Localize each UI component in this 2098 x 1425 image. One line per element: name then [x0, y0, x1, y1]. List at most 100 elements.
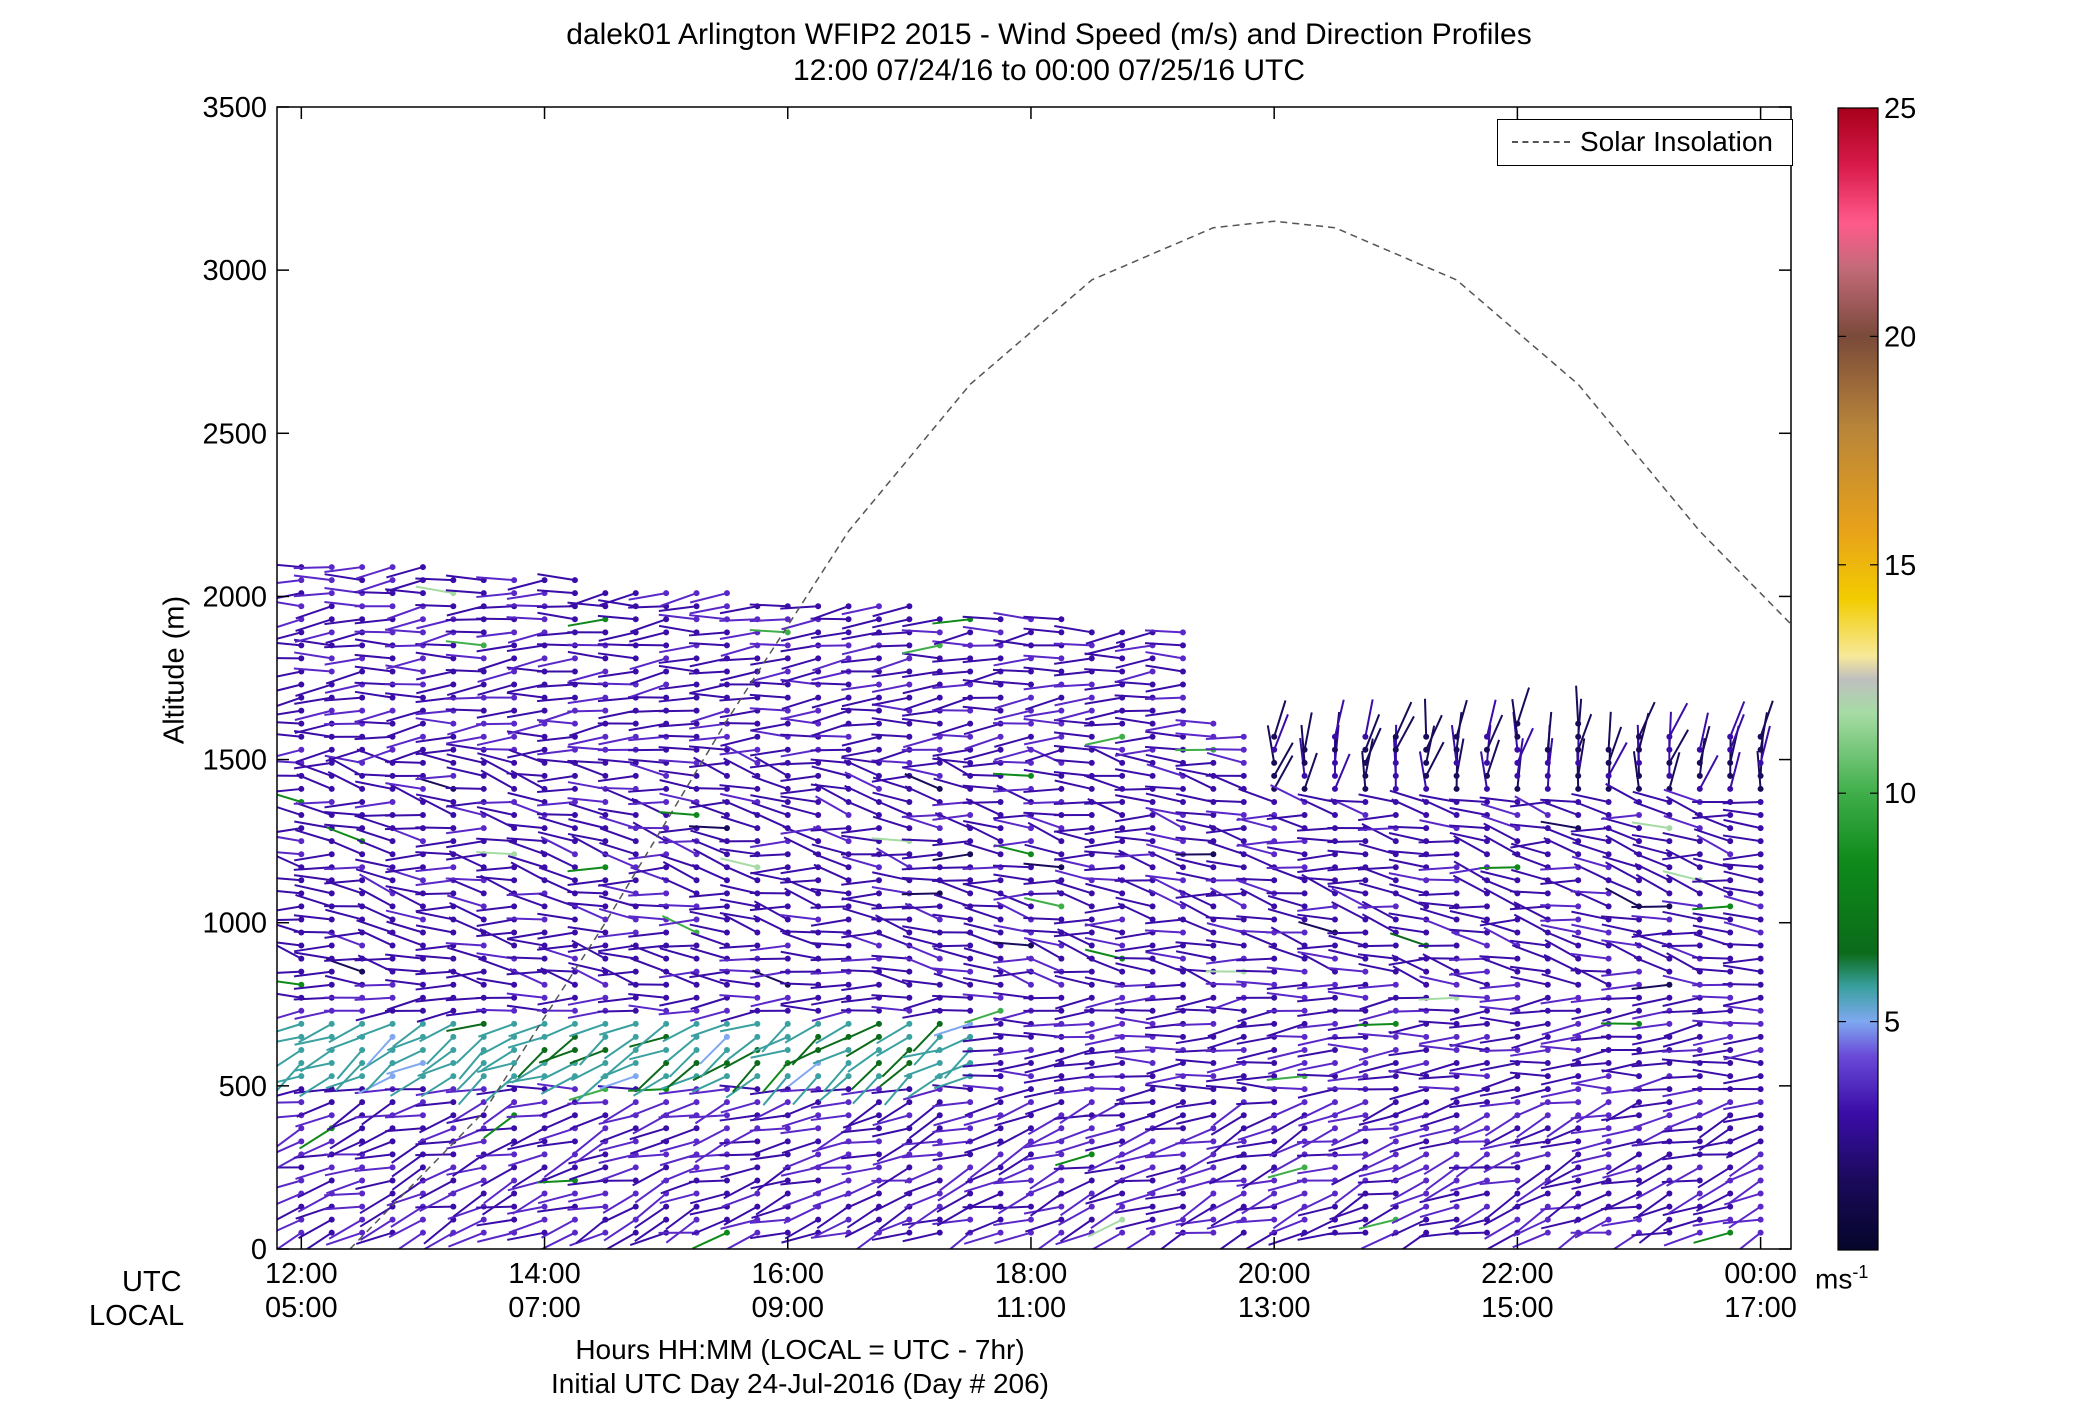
wind-barb: [1692, 967, 1731, 973]
wind-barb-dot: [784, 642, 791, 649]
y-tick-label: 0: [251, 1234, 267, 1266]
wind-barb: [1633, 852, 1670, 869]
wind-barb: [415, 826, 454, 830]
wind-barb: [1602, 816, 1640, 830]
wind-barb-dot: [997, 812, 1004, 819]
wind-barb: [295, 618, 333, 632]
wind-barb-dot: [1423, 759, 1430, 766]
wind-barb: [815, 795, 850, 816]
wind-barb: [694, 1140, 728, 1164]
wind-barb: [1451, 931, 1488, 947]
wind-barb: [326, 1035, 363, 1052]
wind-barb: [1662, 996, 1701, 1007]
wind-barb-dot: [1301, 968, 1308, 975]
wind-barb: [415, 1153, 454, 1157]
wind-barb: [277, 563, 302, 569]
wind-barb: [1269, 1101, 1305, 1119]
wind-barb-dot: [1088, 916, 1095, 923]
wind-barb-dot: [1757, 772, 1764, 779]
wind-barb: [699, 1036, 728, 1065]
wind-barb: [599, 1075, 637, 1090]
wind-barb: [356, 839, 393, 856]
wind-barb: [722, 864, 758, 882]
wind-barb-dot: [997, 629, 1004, 636]
wind-barb-dot: [1757, 864, 1764, 871]
wind-barb: [482, 1101, 515, 1126]
wind-barb: [1698, 1114, 1731, 1139]
wind-barb: [1391, 798, 1427, 816]
wind-barb: [1023, 996, 1062, 1000]
wind-barb-dot: [906, 1086, 913, 1093]
wind-barb: [1023, 892, 1062, 896]
wind-barb: [962, 761, 1001, 768]
wind-barb: [1238, 930, 1275, 947]
wind-barb: [506, 644, 545, 653]
wind-barb: [568, 1088, 606, 1101]
wind-barb: [568, 802, 606, 816]
wind-barb-dot: [541, 772, 548, 779]
wind-barb-dot: [1027, 1203, 1034, 1210]
wind-barb: [1206, 1075, 1244, 1083]
wind-barb-dot: [1119, 1020, 1126, 1027]
wind-barb-dot: [632, 1007, 639, 1014]
wind-barb-dot: [632, 1033, 639, 1040]
wind-barb: [689, 761, 728, 769]
wind-barb: [1697, 1166, 1731, 1189]
wind-barb: [384, 644, 423, 648]
wind-barb: [539, 1166, 576, 1183]
wind-barb-dot: [1757, 759, 1764, 766]
wind-barb: [598, 908, 637, 921]
wind-barb: [1480, 802, 1518, 816]
wind-barb: [1088, 1179, 1123, 1201]
wind-barb-dot: [419, 812, 426, 819]
wind-barb: [597, 786, 636, 790]
wind-barb-dot: [298, 1138, 305, 1145]
wind-barb-dot: [1453, 864, 1460, 871]
wind-barb-dot: [511, 1020, 518, 1027]
wind-barb-dot: [1605, 1073, 1612, 1080]
wind-barb-dot: [784, 1033, 791, 1040]
wind-barb-dot: [1605, 759, 1612, 766]
wind-barb-dot: [815, 1112, 822, 1119]
wind-barb-dot: [967, 981, 974, 988]
legend-solar-label: Solar Insolation: [1580, 126, 1774, 157]
wind-barb: [415, 879, 454, 887]
wind-barb-dot: [571, 877, 578, 884]
wind-barb: [1205, 810, 1244, 817]
wind-barb-dot: [1423, 733, 1430, 740]
wind-barb: [419, 1114, 454, 1134]
wind-barb: [1266, 840, 1305, 845]
wind-barb: [1236, 840, 1275, 847]
wind-barb-dot: [389, 720, 396, 727]
wind-barb-dot: [906, 1216, 913, 1223]
wind-barb: [1297, 1062, 1336, 1072]
wind-barb-dot: [754, 1020, 761, 1027]
wind-barb: [599, 815, 637, 830]
wind-barb-dot: [359, 1164, 366, 1171]
wind-barb: [1327, 990, 1366, 999]
wind-barb: [993, 1048, 1032, 1057]
wind-barb-dot: [1058, 629, 1065, 636]
wind-barb-dot: [511, 707, 518, 714]
wind-barb-dot: [1058, 1007, 1065, 1014]
wind-barb-dot: [1271, 1099, 1278, 1106]
wind-barb: [720, 884, 758, 895]
wind-barb: [1722, 964, 1761, 973]
wind-barb: [1237, 1127, 1275, 1141]
wind-barb: [1418, 1020, 1457, 1025]
wind-barb: [1759, 700, 1774, 738]
wind-barb-dot: [936, 681, 943, 688]
wind-barb-dot: [1210, 994, 1217, 1001]
wind-barb: [1023, 1153, 1062, 1161]
wind-barb-dot: [845, 1151, 852, 1158]
wind-barb-dot: [541, 1151, 548, 1158]
wind-barb: [1327, 849, 1366, 856]
wind-barb-dot: [1179, 838, 1186, 845]
wind-barb: [660, 1127, 697, 1143]
wind-barb-dot: [480, 681, 487, 688]
wind-barb-dot: [875, 1086, 882, 1093]
wind-barb: [568, 961, 606, 973]
wind-barb-dot: [1027, 1033, 1034, 1040]
wind-barb: [690, 801, 728, 816]
wind-barb-dot: [997, 1216, 1004, 1223]
